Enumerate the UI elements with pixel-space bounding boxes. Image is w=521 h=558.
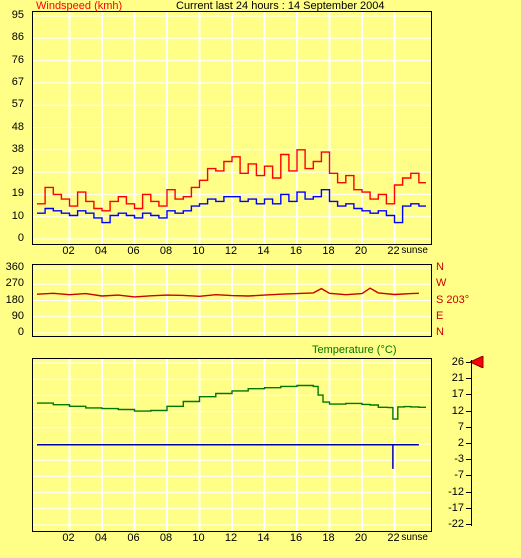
x-tick-label: 18 <box>322 532 335 544</box>
y-tick-mark <box>466 491 471 493</box>
compass-label: S 203° <box>436 293 470 306</box>
x-tick-label: 16 <box>289 245 303 257</box>
dew-series <box>37 444 419 469</box>
x-tick-label: 12 <box>224 245 238 257</box>
x-end-label: sunse <box>401 532 428 543</box>
compass-label: W <box>436 277 447 290</box>
y-tick-mark <box>466 426 471 428</box>
y-tick-mark <box>466 378 471 380</box>
y-tick-mark <box>466 410 471 412</box>
y-tick-mark <box>466 443 471 444</box>
y-tick-label: 86 <box>11 31 24 44</box>
y-tick-label: -22 <box>448 518 464 530</box>
chart-title: Current last 24 hours : 14 September 200… <box>176 0 385 12</box>
y-tick-mark <box>466 362 471 363</box>
x-tick-label: 04 <box>94 245 108 257</box>
compass-label: E <box>436 309 444 322</box>
y-tick-label: 57 <box>11 98 24 111</box>
x-tick-label: 14 <box>257 245 270 257</box>
y-tick-label: -12 <box>448 485 464 498</box>
y-tick-label: 180 <box>5 293 24 306</box>
y-tick-label: 2 <box>457 437 464 449</box>
y-tick-label: 19 <box>11 187 24 200</box>
y-tick-label: 17 <box>451 388 464 401</box>
average-series <box>37 189 426 224</box>
y-tick-label: 270 <box>5 277 24 290</box>
windspeed-ylabel: Windspeed (kmh) <box>36 0 123 12</box>
y-tick-label: 26 <box>451 356 464 368</box>
windspeed-chart <box>32 11 432 245</box>
compass-label: N <box>436 326 444 338</box>
y-tick-label: 48 <box>11 120 24 133</box>
y-tick-mark <box>466 507 471 509</box>
y-tick-mark <box>466 459 471 461</box>
x-tick-label: 14 <box>257 532 270 544</box>
x-tick-label: 06 <box>127 532 140 544</box>
y-tick-label: -7 <box>454 469 464 482</box>
temperature-chart <box>32 358 432 532</box>
x-tick-label: 22 <box>387 532 400 544</box>
temperature-right-axis <box>471 360 472 526</box>
x-tick-label: 02 <box>62 245 75 257</box>
x-tick-label: 06 <box>127 245 140 257</box>
x-tick-label: 10 <box>192 532 205 544</box>
y-tick-label: 0 <box>17 326 24 338</box>
y-tick-label: 12 <box>451 404 464 417</box>
direction-series <box>36 287 419 298</box>
x-tick-label: 16 <box>289 532 303 544</box>
y-tick-label: 67 <box>11 75 24 88</box>
x-tick-label: 20 <box>354 532 368 544</box>
y-tick-label: 21 <box>451 372 464 385</box>
y-tick-mark <box>466 394 471 396</box>
wind-direction-chart <box>32 264 432 337</box>
y-tick-mark <box>466 475 471 477</box>
x-tick-label: 12 <box>224 532 238 544</box>
x-tick-label: 20 <box>354 245 368 257</box>
y-tick-mark <box>466 524 471 525</box>
y-tick-label: 10 <box>11 209 24 222</box>
y-tick-label: -3 <box>454 453 464 466</box>
y-tick-label: 90 <box>11 309 24 322</box>
compass-label: N <box>436 261 444 273</box>
y-tick-label: -17 <box>448 501 464 514</box>
y-tick-label: 7 <box>457 420 464 433</box>
y-tick-label: 38 <box>11 142 24 155</box>
x-tick-label: 08 <box>159 245 173 257</box>
x-end-label: sunse <box>401 245 428 256</box>
pointer-triangle <box>470 356 484 368</box>
y-tick-label: 95 <box>11 9 24 21</box>
y-tick-label: 76 <box>11 53 24 66</box>
y-tick-label: 0 <box>17 232 24 244</box>
x-tick-label: 18 <box>322 245 335 257</box>
temperature-series <box>37 384 426 420</box>
x-tick-label: 22 <box>387 245 400 257</box>
x-tick-label: 08 <box>159 532 173 544</box>
gust-series <box>37 149 426 212</box>
y-tick-label: 29 <box>11 165 24 178</box>
x-tick-label: 02 <box>62 532 75 544</box>
current-value-pointer-icon <box>470 356 484 368</box>
x-tick-label: 04 <box>94 532 108 544</box>
x-tick-label: 10 <box>192 245 205 257</box>
y-tick-label: 360 <box>5 261 24 273</box>
temperature-ylabel: Temperature (°C) <box>312 344 397 356</box>
